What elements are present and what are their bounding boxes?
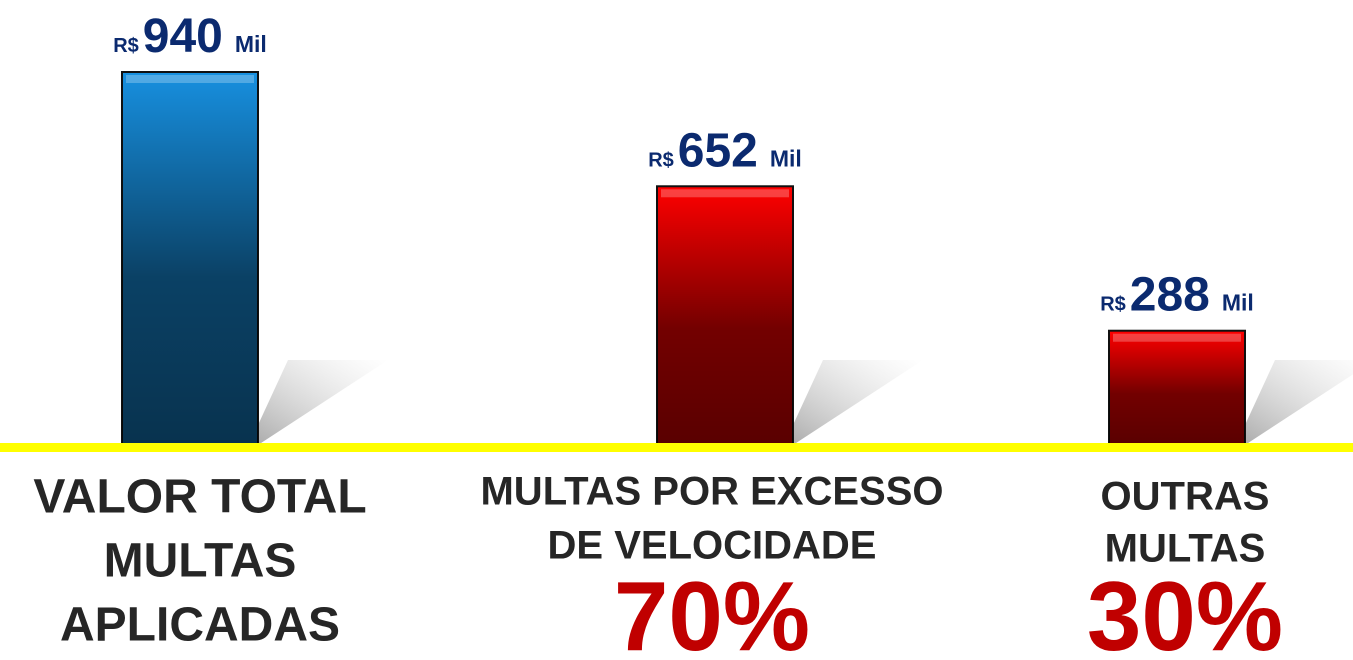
value-prefix: R$ <box>1100 294 1126 316</box>
share-label: 30% <box>1087 561 1283 660</box>
value-label: R$940 Mil <box>113 10 267 63</box>
value-prefix: R$ <box>113 35 139 57</box>
category-label: OUTRAS MULTAS <box>1101 474 1270 570</box>
value-suffix: Mil <box>770 145 802 171</box>
category-label: MULTAS POR EXCESSO DE VELOCIDADE <box>480 469 943 567</box>
value-label: R$652 Mil <box>648 124 802 177</box>
value-number: 940 <box>143 10 223 63</box>
bar-shading <box>657 186 793 445</box>
value-prefix: R$ <box>648 149 674 171</box>
share-label: 70% <box>614 561 810 660</box>
bar-highlight <box>126 75 254 83</box>
bar-shadow <box>793 360 923 445</box>
bar-shading <box>1109 330 1245 445</box>
bar-highlight <box>1113 333 1241 342</box>
value-number: 652 <box>678 124 758 177</box>
category-label: VALOR TOTAL MULTAS APLICADAS <box>33 470 366 651</box>
bar-shadow <box>1245 360 1353 445</box>
value-suffix: Mil <box>1222 290 1254 316</box>
bar-highlight <box>661 189 789 198</box>
value-number: 288 <box>1130 269 1210 322</box>
bar-shading <box>122 72 258 445</box>
baseline <box>0 443 1353 452</box>
bar-shadow <box>258 360 388 445</box>
value-label: R$288 Mil <box>1100 269 1254 322</box>
value-suffix: Mil <box>235 31 267 57</box>
